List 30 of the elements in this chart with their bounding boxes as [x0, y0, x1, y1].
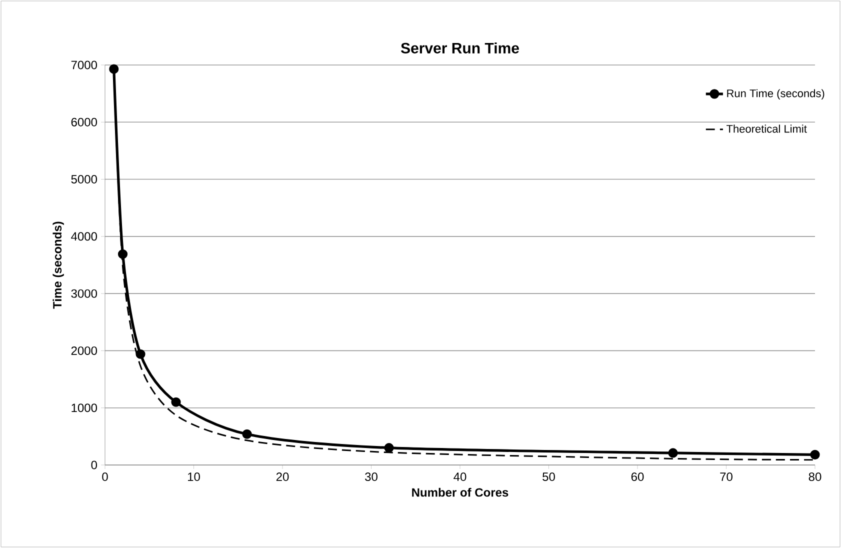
y-tick-label: 1000 — [72, 404, 98, 412]
chart-title: Server Run Time — [400, 42, 519, 54]
x-tick-label: 20 — [276, 472, 289, 482]
x-tick-label: 70 — [720, 472, 732, 482]
point — [136, 349, 146, 359]
x-tick-label: 30 — [365, 472, 378, 482]
y-tick-label: 7000 — [71, 60, 98, 70]
x-tick-label: 10 — [188, 472, 200, 482]
point — [118, 249, 128, 259]
x-tick-label: 40 — [454, 472, 466, 482]
point — [242, 429, 252, 439]
x-tick-label: 50 — [542, 472, 555, 482]
point — [109, 64, 119, 74]
x-tick-label: 0 — [102, 472, 108, 482]
point — [810, 450, 820, 460]
y-tick-label: 3000 — [71, 289, 98, 298]
legend-label: Theoretical Limit — [726, 124, 807, 133]
point — [171, 397, 181, 407]
point — [384, 443, 394, 453]
x-axis-title: Number of Cores — [412, 488, 508, 497]
y-tick-label: 0 — [91, 460, 98, 470]
x-tick-label: 60 — [631, 472, 644, 482]
y-tick-label: 6000 — [71, 118, 98, 126]
y-tick-label: 2000 — [71, 346, 98, 355]
y-tick-label: 4000 — [71, 232, 98, 241]
x-tick-label: 80 — [808, 472, 822, 482]
legend-label: Run Time (seconds) — [727, 89, 824, 100]
y-tick-label: 5000 — [71, 175, 98, 184]
y-axis-title: Time (seconds) — [52, 222, 64, 309]
point — [668, 448, 678, 458]
